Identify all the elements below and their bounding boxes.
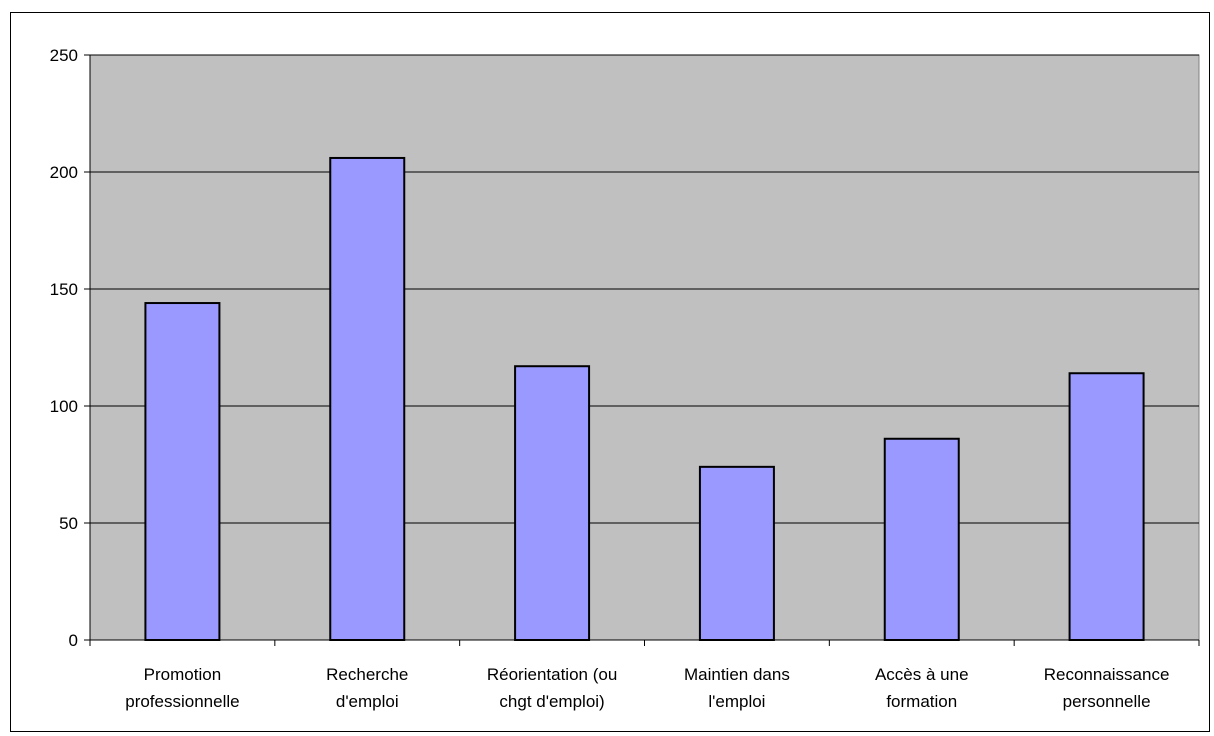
x-category-label-line: personnelle <box>1063 692 1151 711</box>
bar <box>1068 372 1145 641</box>
gridlines <box>90 54 1199 524</box>
y-tick-label: 250 <box>50 46 78 65</box>
bar <box>329 156 406 642</box>
x-category-label: Réorientation (ou chgt d'emploi) <box>487 665 617 711</box>
axes <box>84 54 1200 646</box>
bar <box>144 302 221 641</box>
x-category-label: Reconnaissance personnelle <box>1044 665 1170 711</box>
x-category-label-line: Accès à une <box>875 665 969 684</box>
x-category-label-line: Réorientation (ou <box>487 665 617 684</box>
x-category-label: Accès à une formation <box>875 665 969 711</box>
x-category-label-line: Promotion <box>144 665 221 684</box>
x-category-label-line: Recherche <box>326 665 408 684</box>
plot-area <box>89 54 1200 641</box>
bar <box>514 365 591 641</box>
x-category-label-line: professionnelle <box>125 692 239 711</box>
x-category-label-line: Maintien dans <box>684 665 790 684</box>
x-category-labels: Promotion professionnelle Recherche d'emplo… <box>125 665 1169 711</box>
x-category-label-line: formation <box>886 692 957 711</box>
x-category-label-line: l'emploi <box>708 692 765 711</box>
y-tick-label: 200 <box>50 163 78 182</box>
bar <box>698 465 775 641</box>
x-category-label-line: d'emploi <box>336 692 399 711</box>
x-category-label-line: Reconnaissance <box>1044 665 1170 684</box>
bar <box>883 437 960 642</box>
y-tick-label: 150 <box>50 280 78 299</box>
y-tick-label: 50 <box>59 514 78 533</box>
y-tick-labels: 0 50 100 150 200 250 <box>50 46 78 650</box>
y-tick-label: 100 <box>50 397 78 416</box>
x-category-label: Maintien dans l'emploi <box>684 665 790 711</box>
y-tick-label: 0 <box>69 631 78 650</box>
x-category-label: Recherche d'emploi <box>326 665 408 711</box>
x-category-label: Promotion professionnelle <box>125 665 239 711</box>
bars <box>144 156 1145 642</box>
x-category-label-line: chgt d'emploi) <box>499 692 604 711</box>
